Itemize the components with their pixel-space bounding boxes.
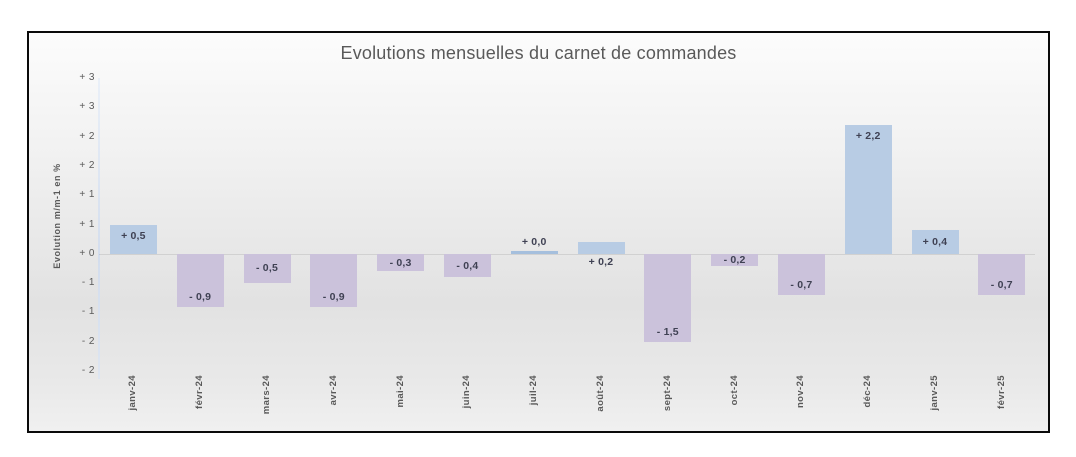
bar-août-24	[577, 242, 625, 254]
y-axis-tick-label: + 1	[79, 189, 95, 201]
zero-gridline	[99, 254, 1035, 255]
bar-oct-24	[711, 253, 759, 266]
x-axis-label: avr-24	[327, 375, 339, 406]
bar-juin-24	[443, 253, 491, 278]
y-axis-tick-label: + 1	[79, 218, 95, 230]
x-axis-label: oct-24	[728, 375, 740, 406]
bar-janv-24	[109, 224, 157, 254]
bar-value-label: + 0,2	[588, 255, 614, 268]
bar-déc-24	[844, 124, 892, 254]
x-axis-label: juil-24	[528, 375, 540, 406]
chart-frame: Evolutions mensuelles du carnet de comma…	[27, 31, 1050, 433]
bar-sept-24	[644, 253, 692, 342]
y-axis-tick-label: - 2	[81, 335, 95, 347]
y-axis-tick-label: + 0	[79, 247, 95, 259]
x-axis-label: févr-24	[194, 375, 206, 409]
bar-févr-24	[176, 253, 224, 307]
y-axis-tick-label: - 1	[81, 306, 95, 318]
bar-avr-24	[310, 253, 358, 307]
x-axis-label: janv-25	[929, 375, 940, 411]
bar-value-label: - 0,5	[255, 262, 278, 275]
bar-value-label: - 0,7	[990, 278, 1013, 291]
chart-title: Evolutions mensuelles du carnet de comma…	[340, 43, 737, 63]
bar-value-label: + 0,5	[121, 229, 146, 242]
x-axis-label: déc-24	[862, 375, 874, 408]
bar-value-label: + 2,2	[855, 129, 881, 142]
bar-nov-24	[777, 253, 825, 295]
y-axis-tick-label: + 2	[79, 130, 95, 142]
x-axis-label: janv-24	[127, 375, 139, 411]
bar-janv-25	[911, 230, 959, 254]
bar-mars-24	[243, 253, 291, 284]
bar-value-label: - 0,9	[189, 290, 212, 303]
bar-mai-24	[377, 253, 425, 272]
y-axis-tick-label: - 1	[81, 277, 95, 289]
bar-value-label: - 0,4	[456, 259, 479, 272]
y-axis-tick-label: + 2	[79, 159, 95, 171]
bar-value-label: - 0,3	[389, 256, 412, 269]
y-axis-line	[98, 78, 100, 379]
y-axis-tick-label: - 2	[81, 365, 95, 376]
x-axis-label: juin-24	[461, 375, 473, 409]
x-axis-label: août-24	[595, 375, 606, 412]
x-axis-label: sept-24	[661, 375, 673, 412]
bar-value-label: + 0,4	[922, 236, 948, 249]
bar-value-label: - 0,9	[322, 290, 345, 303]
bar-value-label: - 1,5	[656, 325, 679, 338]
x-axis-label: mai-24	[394, 375, 406, 408]
bar-value-label: - 0,7	[790, 278, 813, 291]
y-axis-tick-label: + 3	[79, 101, 95, 113]
y-axis-tick-label: + 3	[79, 72, 95, 83]
bar-value-label: + 0,0	[521, 236, 547, 249]
bar-value-label: - 0,2	[723, 253, 746, 266]
bar-févr-25	[978, 253, 1026, 295]
x-axis-label: févr-25	[995, 375, 1007, 409]
x-axis-label: mars-24	[261, 375, 272, 415]
bar-juil-24	[510, 251, 558, 254]
x-axis-label: nov-24	[795, 375, 807, 409]
